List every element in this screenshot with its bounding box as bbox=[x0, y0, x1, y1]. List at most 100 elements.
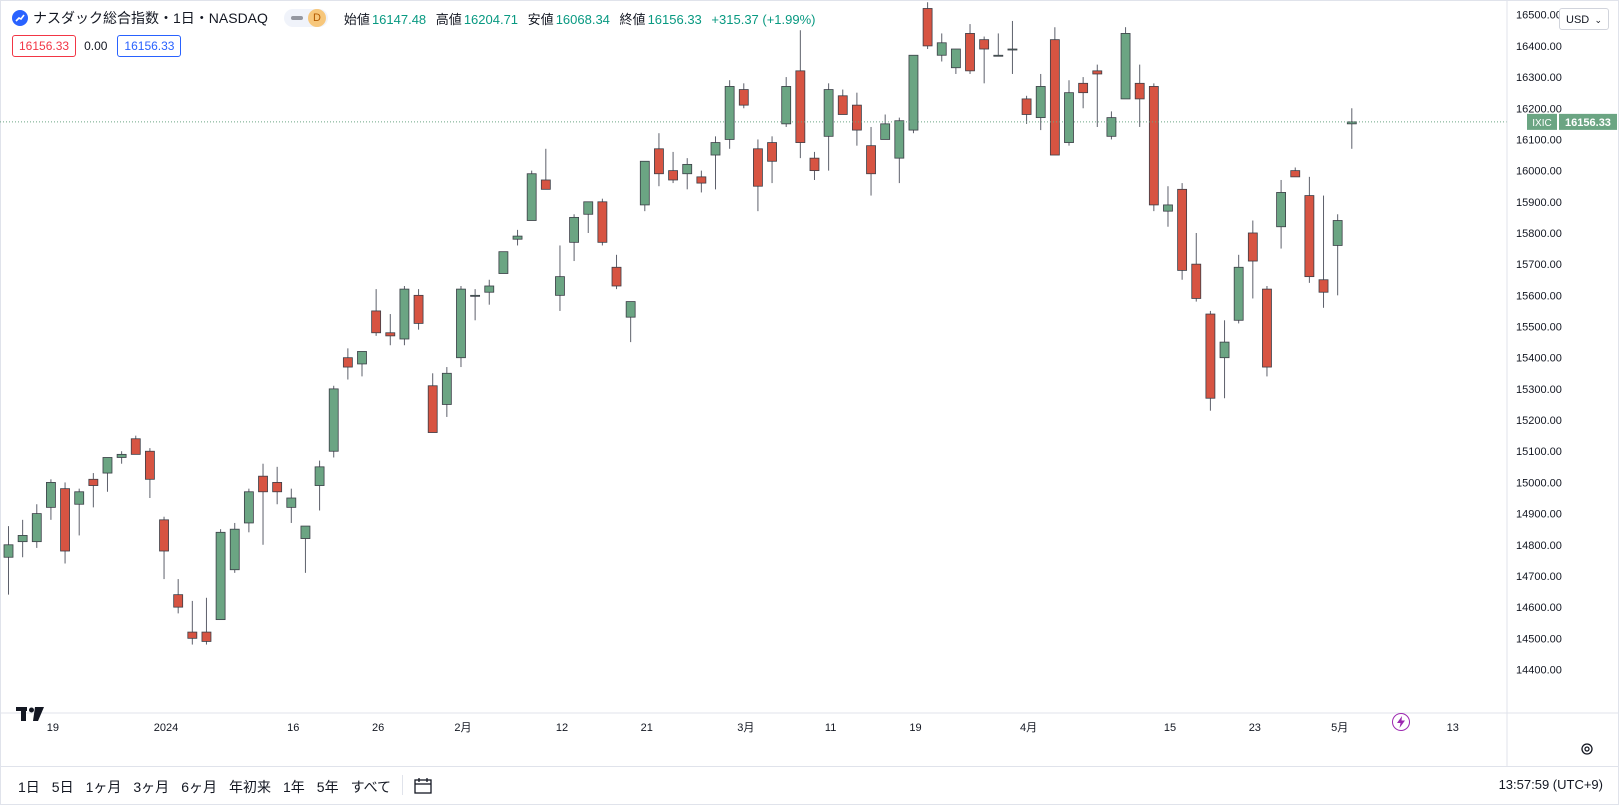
candle[interactable] bbox=[328, 385, 339, 458]
candle[interactable] bbox=[17, 519, 28, 558]
candle[interactable] bbox=[1219, 320, 1230, 399]
candle[interactable] bbox=[215, 529, 226, 621]
candle[interactable] bbox=[611, 254, 622, 290]
candle[interactable] bbox=[852, 92, 862, 146]
candle[interactable] bbox=[456, 285, 466, 368]
candle[interactable] bbox=[243, 488, 254, 533]
candle[interactable] bbox=[88, 473, 99, 508]
candle[interactable] bbox=[1346, 108, 1357, 149]
candle[interactable] bbox=[823, 83, 834, 171]
candle[interactable] bbox=[46, 479, 56, 520]
candle[interactable] bbox=[526, 170, 537, 221]
candle[interactable] bbox=[597, 198, 608, 246]
candle[interactable] bbox=[441, 367, 452, 417]
candle[interactable] bbox=[1290, 167, 1301, 178]
candle[interactable] bbox=[357, 351, 367, 377]
range-6m[interactable]: 6ヶ月 bbox=[181, 779, 217, 795]
candle[interactable] bbox=[682, 158, 693, 190]
range-1d[interactable]: 1日 bbox=[18, 779, 40, 795]
candle[interactable] bbox=[639, 160, 650, 212]
candle[interactable] bbox=[1134, 64, 1145, 127]
range-1y[interactable]: 1年 bbox=[282, 779, 305, 795]
candle[interactable] bbox=[738, 83, 749, 109]
candle[interactable] bbox=[300, 525, 311, 573]
candle[interactable] bbox=[116, 451, 127, 464]
candle[interactable] bbox=[1064, 80, 1074, 146]
candle[interactable] bbox=[979, 36, 990, 84]
range-1m[interactable]: 1ヶ月 bbox=[85, 779, 122, 795]
candle[interactable] bbox=[993, 33, 1004, 57]
candle[interactable] bbox=[1049, 27, 1060, 156]
currency-select[interactable]: USD ⌄ bbox=[1559, 8, 1609, 30]
candle[interactable] bbox=[413, 289, 424, 330]
candle[interactable] bbox=[1247, 220, 1258, 299]
candle[interactable] bbox=[371, 289, 382, 336]
candle[interactable] bbox=[880, 114, 891, 140]
candle[interactable] bbox=[1191, 232, 1202, 302]
candle[interactable] bbox=[625, 301, 636, 343]
candle[interactable] bbox=[31, 504, 42, 548]
candle[interactable] bbox=[767, 136, 777, 184]
candle[interactable] bbox=[399, 285, 410, 346]
candle[interactable] bbox=[1007, 20, 1018, 74]
candle[interactable] bbox=[1120, 27, 1131, 100]
candle[interactable] bbox=[1276, 179, 1286, 249]
range-5d[interactable]: 5日 bbox=[51, 779, 74, 795]
candle[interactable] bbox=[668, 151, 678, 184]
candle[interactable] bbox=[710, 136, 721, 190]
candle[interactable] bbox=[427, 373, 438, 433]
interval-pill[interactable]: D bbox=[283, 9, 328, 27]
candle[interactable] bbox=[922, 2, 933, 50]
candle[interactable] bbox=[1092, 64, 1103, 127]
symbol-title[interactable]: ナスダック総合指数・1日・NASDAQ bbox=[33, 10, 268, 26]
range-ytd[interactable]: 年初来 bbox=[228, 779, 271, 795]
candle[interactable] bbox=[342, 348, 353, 380]
candle[interactable] bbox=[540, 148, 551, 190]
candle[interactable] bbox=[173, 579, 184, 614]
clock-timezone[interactable]: 13:57:59 (UTC+9) bbox=[1498, 777, 1603, 792]
ask-box[interactable]: 16156.33 bbox=[117, 35, 182, 57]
lightning-icon[interactable] bbox=[1392, 713, 1410, 731]
range-3m[interactable]: 3ヶ月 bbox=[133, 779, 170, 795]
candle[interactable] bbox=[795, 30, 806, 159]
candle[interactable] bbox=[385, 314, 396, 346]
candle[interactable] bbox=[555, 245, 565, 311]
candle[interactable] bbox=[470, 289, 481, 321]
candle[interactable] bbox=[201, 597, 212, 645]
candle[interactable] bbox=[696, 170, 707, 193]
candle[interactable] bbox=[1177, 183, 1188, 280]
candle[interactable] bbox=[950, 48, 961, 74]
candle[interactable] bbox=[1205, 310, 1216, 411]
bid-box[interactable]: 16156.33 bbox=[12, 35, 77, 57]
candle[interactable] bbox=[908, 54, 919, 134]
candle[interactable] bbox=[3, 526, 14, 595]
tradingview-logo-icon[interactable] bbox=[16, 707, 46, 728]
range-all[interactable]: すべて bbox=[350, 779, 392, 795]
candle[interactable] bbox=[484, 279, 495, 305]
candle[interactable] bbox=[1262, 285, 1272, 377]
candle[interactable] bbox=[187, 600, 198, 645]
candle[interactable] bbox=[654, 133, 664, 187]
range-5y[interactable]: 5年 bbox=[316, 779, 339, 795]
candle[interactable] bbox=[74, 488, 85, 536]
candle[interactable] bbox=[1035, 73, 1046, 131]
gear-icon[interactable] bbox=[1579, 741, 1595, 762]
candle[interactable] bbox=[314, 460, 325, 511]
candle[interactable] bbox=[102, 457, 113, 492]
candle[interactable] bbox=[60, 482, 70, 564]
candle[interactable] bbox=[1021, 95, 1032, 124]
candle[interactable] bbox=[866, 126, 876, 196]
candle[interactable] bbox=[258, 463, 268, 545]
candle[interactable] bbox=[753, 139, 763, 212]
candle[interactable] bbox=[1106, 111, 1117, 140]
candle[interactable] bbox=[130, 435, 141, 455]
candle[interactable] bbox=[229, 522, 240, 573]
candle[interactable] bbox=[1078, 77, 1089, 109]
candle[interactable] bbox=[286, 488, 297, 523]
candle[interactable] bbox=[809, 151, 820, 180]
candle[interactable] bbox=[498, 251, 509, 274]
candle[interactable] bbox=[272, 466, 283, 505]
candle[interactable] bbox=[1233, 254, 1244, 324]
candle[interactable] bbox=[1332, 214, 1343, 296]
candle[interactable] bbox=[965, 24, 975, 74]
